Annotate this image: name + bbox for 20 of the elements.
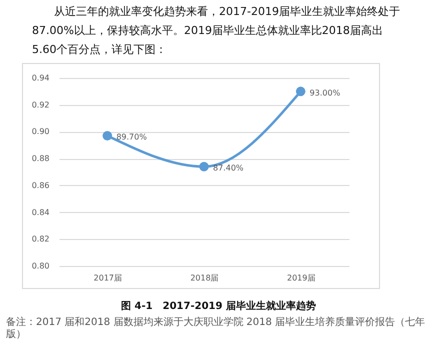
y-tick-label: 0.90 — [32, 127, 50, 136]
data-label: 93.00% — [310, 88, 341, 98]
x-tick-label: 2017届 — [94, 274, 122, 282]
y-tick-label: 0.86 — [32, 180, 50, 190]
y-tick-label: 0.94 — [32, 74, 50, 82]
point — [296, 86, 306, 96]
text: 图 4-1 2017-2019 届毕业生就业率趋势 — [120, 299, 317, 313]
y-tick-label: 0.92 — [32, 100, 50, 110]
text: 从近三年的就业率变化趋势来看，2017-2019届毕业生就业率始终处于87.00%以上，保持较高水平。2019届毕业生总体就业率比2018届高出5.60个百分点，详见下图： — [31, 4, 401, 58]
y-tick-label: 0.84 — [32, 208, 50, 217]
y-tick-label: 0.82 — [32, 234, 50, 244]
y-tick-label: 0.80 — [32, 262, 50, 270]
data-label: 89.70% — [116, 132, 148, 142]
point — [102, 131, 112, 140]
x-tick-label: 2019届 — [286, 274, 316, 282]
point — [199, 162, 209, 172]
data-label: 87.40% — [213, 164, 244, 173]
y-tick-label: 0.88 — [32, 154, 50, 164]
text: 备注：2017 届和2018 届数据均来源于大庆职业学院 2018 届毕业生培养质量评价报告（七年版） — [6, 317, 426, 341]
x-tick-label: 2018届 — [190, 274, 219, 282]
